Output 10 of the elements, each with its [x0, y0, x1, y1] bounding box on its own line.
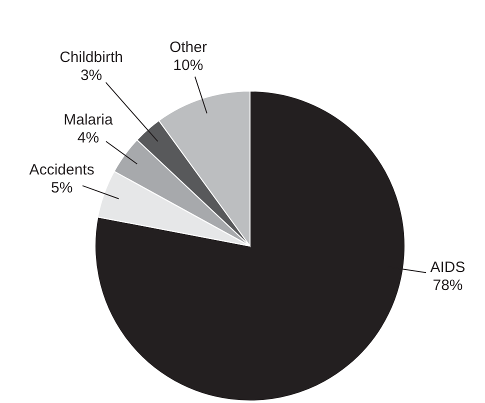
data-label: 78% — [432, 276, 463, 294]
slice-label: Childbirth — [60, 48, 123, 66]
slice-label: AIDS — [430, 258, 466, 276]
slice-label: Accidents — [29, 161, 94, 178]
data-label: 10% — [173, 56, 204, 74]
data-label: 5% — [50, 179, 73, 196]
slice-label: Malaria — [64, 111, 114, 128]
data-label: 4% — [77, 129, 100, 146]
data-label: 3% — [80, 66, 102, 84]
slice-label: Other — [169, 38, 207, 56]
